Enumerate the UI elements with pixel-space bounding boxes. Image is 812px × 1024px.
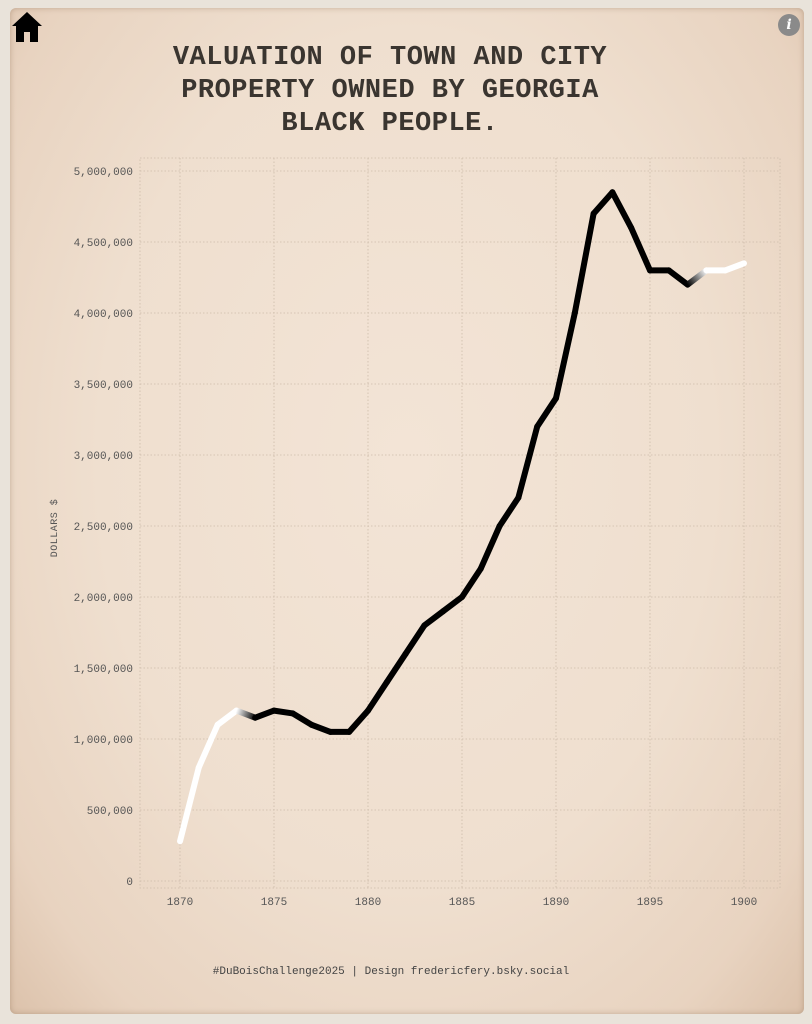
- chart-title: VALUATION OF TOWN AND CITY PROPERTY OWNE…: [90, 42, 690, 141]
- line-segment: [496, 494, 522, 529]
- title-line-1: VALUATION OF TOWN AND CITY: [172, 43, 608, 73]
- line-segment: [289, 710, 315, 728]
- data-line: [177, 189, 747, 845]
- home-button[interactable]: [10, 10, 44, 44]
- y-tick-label: 5,000,000: [74, 167, 133, 179]
- y-tick-label: 2,000,000: [74, 593, 133, 605]
- line-segment: [402, 622, 428, 657]
- line-segment: [308, 721, 334, 735]
- info-icon: i: [786, 17, 792, 33]
- title-line-3: BLACK PEOPLE.: [281, 109, 499, 139]
- line-segment: [271, 707, 296, 717]
- line-segment: [553, 310, 578, 402]
- line-segment: [177, 764, 202, 845]
- y-tick-label: 4,000,000: [74, 309, 133, 321]
- line-segment: [346, 707, 371, 735]
- y-tick-label: 4,500,000: [74, 238, 133, 250]
- line-segment: [421, 608, 447, 629]
- home-icon: [12, 12, 42, 42]
- line-segment: [609, 189, 635, 231]
- y-tick-label: 3,000,000: [74, 451, 133, 463]
- line-segment: [459, 565, 484, 600]
- x-axis-ticks: 1870 1875 1880 1885 1890 1895 1900: [167, 897, 757, 909]
- line-segment: [722, 260, 747, 274]
- x-tick-label: 1895: [637, 897, 663, 909]
- x-tick-label: 1870: [167, 897, 193, 909]
- line-segment: [590, 189, 616, 217]
- line-segment: [684, 267, 710, 288]
- y-axis-ticks: 0 500,000 1,000,000 1,500,000 2,000,000 2,500…: [74, 167, 133, 889]
- line-segment: [214, 707, 240, 728]
- line-segment: [440, 594, 465, 615]
- line-segment: [534, 395, 559, 430]
- title-line-2: PROPERTY OWNED BY GEORGIA: [181, 76, 599, 106]
- line-segment: [233, 707, 259, 721]
- line-segment: [571, 210, 597, 316]
- line-segment: [195, 721, 221, 771]
- paper-background: [10, 8, 804, 1014]
- line-segment: [383, 650, 409, 686]
- footer-credit: #DuBoisChallenge2025 | Design fredericfe…: [212, 966, 570, 978]
- y-tick-label: 2,500,000: [74, 522, 133, 534]
- x-tick-label: 1900: [731, 897, 757, 909]
- line-segment: [515, 423, 541, 501]
- y-tick-label: 500,000: [87, 806, 133, 818]
- x-tick-label: 1875: [261, 897, 287, 909]
- line-segment: [252, 707, 277, 721]
- line-segment: [365, 679, 390, 714]
- y-tick-label: 1,500,000: [74, 664, 133, 676]
- info-button[interactable]: i: [778, 14, 800, 36]
- plot-frame: [139, 157, 781, 889]
- line-segment: [628, 224, 653, 274]
- line-segment: [665, 267, 691, 288]
- line-segment: [477, 523, 503, 572]
- grid: [139, 157, 781, 889]
- y-tick-label: 3,500,000: [74, 380, 133, 392]
- x-tick-label: 1890: [543, 897, 569, 909]
- y-tick-label: 1,000,000: [74, 735, 133, 747]
- x-tick-label: 1880: [355, 897, 381, 909]
- x-tick-label: 1885: [449, 897, 475, 909]
- y-tick-label: 0: [126, 877, 133, 889]
